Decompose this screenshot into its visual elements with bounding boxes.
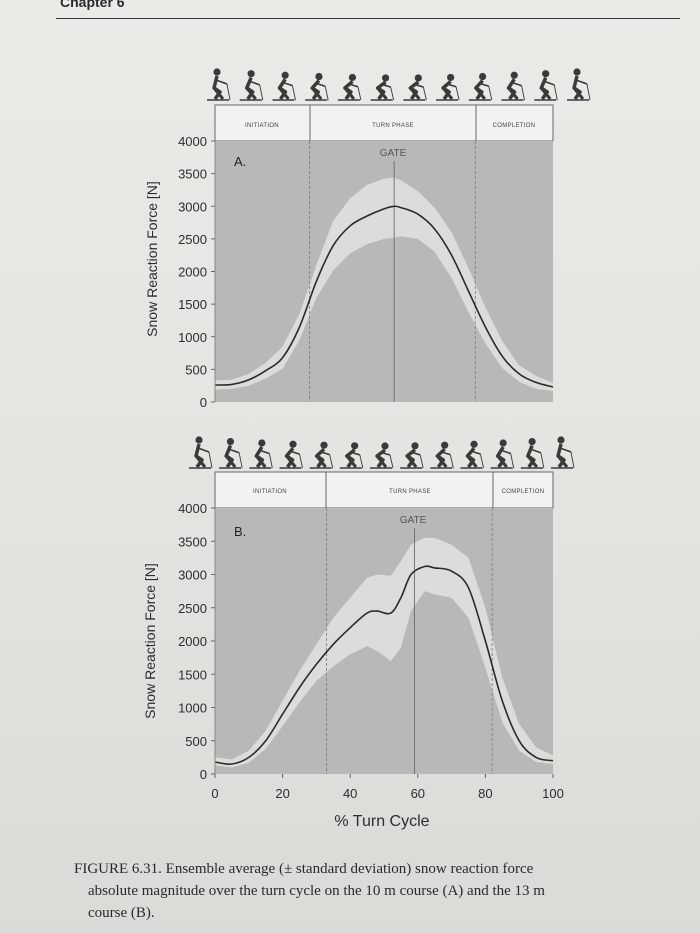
y-tick-label: 4000 (178, 501, 207, 516)
panel-b: INITIATION TURN PHASE COMPLETION B. GATE… (142, 436, 575, 830)
skier-figure (468, 72, 493, 101)
skier-figure (339, 442, 364, 469)
y-tick-label: 0 (200, 395, 207, 410)
y-tick-label: 2000 (178, 634, 207, 649)
skier-figure (534, 70, 558, 101)
skier-figure (520, 437, 545, 469)
y-axis-label-a: Snow Reaction Force [N] (144, 181, 160, 337)
y-tick-label: 500 (185, 734, 207, 749)
phase-completion-label: COMPLETION (493, 123, 536, 129)
skier-figure (279, 440, 303, 469)
phase-initiation-label: INITIATION (245, 123, 279, 129)
gate-label-a: GATE (380, 148, 407, 159)
sd-band (215, 177, 553, 391)
y-tick-label: 1000 (178, 330, 207, 345)
y-tick-label: 0 (200, 767, 207, 782)
y-tick-label: 3500 (178, 167, 207, 182)
panel-a: INITIATION TURN PHASE COMPLETION A. GATE… (144, 68, 591, 410)
skier-figure (370, 442, 394, 469)
x-tick-label: 80 (478, 786, 492, 801)
skier-figure (272, 71, 296, 101)
x-tick-label: 100 (542, 786, 564, 801)
skier-figure (189, 436, 213, 469)
caption-line-3: course (B). (88, 905, 155, 921)
figure-caption: FIGURE 6.31. Ensemble average (± standar… (74, 858, 654, 924)
y-tick-label: 2500 (178, 232, 207, 247)
skier-figure (370, 74, 395, 101)
y-tick-label: 500 (185, 362, 207, 377)
chapter-header: Chapter 6 (60, 0, 125, 10)
y-axis-label-b: Snow Reaction Force [N] (142, 563, 158, 719)
y-tick-label: 1500 (178, 297, 207, 312)
mean-force-line (214, 565, 554, 765)
y-tick-label: 1000 (178, 701, 207, 716)
mean-force-line (214, 205, 554, 388)
phase-turn-label: TURN PHASE (372, 123, 414, 129)
x-axis-label-b: % Turn Cycle (334, 813, 429, 830)
skier-figure (551, 436, 575, 469)
phase-initiation-label: INITIATION (253, 489, 287, 495)
skier-figure (430, 441, 454, 469)
sd-band (215, 537, 553, 768)
skier-silhouettes-b (189, 436, 575, 469)
y-tick-label: 1500 (178, 667, 207, 682)
skier-figure (436, 73, 460, 101)
skier-silhouettes-a (207, 68, 591, 101)
x-tick-label: 20 (275, 786, 289, 801)
skier-figure (403, 74, 427, 101)
phase-turn-label: TURN PHASE (389, 489, 431, 495)
skier-figure (219, 437, 243, 469)
phase-bar-b (214, 471, 554, 509)
panel-label-a: A. (234, 154, 246, 169)
phase-completion-label: COMPLETION (502, 489, 545, 495)
skier-figure (460, 440, 484, 469)
gate-label-b: GATE (400, 515, 427, 526)
skier-figure (490, 439, 515, 469)
skier-figure (305, 72, 329, 101)
skier-figure (239, 70, 264, 101)
skier-figure (249, 439, 273, 469)
skier-figure (400, 442, 424, 469)
skier-figure (337, 73, 362, 101)
header-rule (56, 18, 680, 19)
skier-figure (567, 68, 591, 101)
x-tick-label: 0 (211, 786, 218, 801)
y-tick-label: 3000 (178, 199, 207, 214)
x-tick-label: 40 (343, 786, 357, 801)
x-tick-label: 60 (411, 786, 425, 801)
caption-line-2: absolute magnitude over the turn cycle o… (88, 883, 545, 899)
y-tick-label: 3000 (178, 568, 207, 583)
y-tick-label: 4000 (178, 134, 207, 149)
skier-figure (309, 441, 334, 469)
y-tick-label: 2000 (178, 265, 207, 280)
skier-figure (501, 71, 525, 101)
panel-label-b: B. (234, 524, 246, 539)
y-tick-label: 2500 (178, 601, 207, 616)
caption-line-1: FIGURE 6.31. Ensemble average (± standar… (74, 861, 534, 877)
skier-figure (207, 68, 231, 101)
y-tick-label: 3500 (178, 534, 207, 549)
